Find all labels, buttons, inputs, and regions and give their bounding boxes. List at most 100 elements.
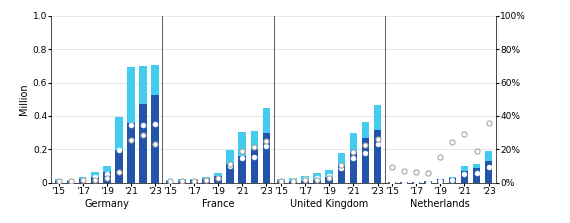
Point xyxy=(300,178,310,181)
Point xyxy=(337,163,346,167)
Point xyxy=(373,138,382,141)
Point xyxy=(412,170,421,174)
Bar xyxy=(325,170,333,177)
Bar xyxy=(214,173,222,176)
Bar xyxy=(485,161,492,183)
Point xyxy=(54,179,63,183)
Bar xyxy=(449,177,456,178)
Point xyxy=(189,179,198,182)
Point xyxy=(78,179,87,182)
Bar xyxy=(289,181,296,183)
Bar xyxy=(166,180,173,181)
Bar xyxy=(337,165,345,183)
Point xyxy=(165,180,174,183)
Bar xyxy=(251,149,258,183)
Point xyxy=(484,165,493,169)
Point xyxy=(312,178,321,181)
Bar xyxy=(91,177,99,183)
Point xyxy=(165,179,174,183)
Point xyxy=(448,140,457,144)
Point xyxy=(288,179,298,182)
Bar xyxy=(214,176,222,183)
X-axis label: Germany: Germany xyxy=(84,199,129,209)
Point xyxy=(103,172,112,176)
Bar xyxy=(67,180,74,181)
Point xyxy=(400,181,409,184)
Bar xyxy=(251,130,258,149)
Bar xyxy=(79,177,87,179)
Point xyxy=(262,139,271,142)
Point xyxy=(150,122,160,126)
Bar xyxy=(226,150,234,164)
Point xyxy=(424,171,433,175)
Point xyxy=(90,176,99,179)
Point xyxy=(373,142,382,146)
Bar xyxy=(388,182,396,183)
X-axis label: United Kingdom: United Kingdom xyxy=(290,199,368,209)
Point xyxy=(448,178,457,182)
Point xyxy=(115,170,124,174)
Bar xyxy=(325,177,333,183)
Point xyxy=(388,180,397,184)
Point xyxy=(66,179,75,183)
Bar xyxy=(337,153,345,165)
Point xyxy=(288,179,298,183)
Bar xyxy=(127,67,135,123)
Bar xyxy=(314,180,321,183)
Bar xyxy=(202,177,210,179)
Point xyxy=(115,148,124,152)
Bar xyxy=(103,172,111,183)
Bar xyxy=(115,150,123,183)
Point xyxy=(226,162,235,165)
Point xyxy=(388,165,397,169)
Point xyxy=(337,166,346,170)
Bar xyxy=(152,95,159,183)
Point xyxy=(300,178,310,182)
Point xyxy=(127,123,136,127)
Point xyxy=(201,178,210,182)
Point xyxy=(226,165,235,168)
Point xyxy=(460,132,469,135)
Bar xyxy=(437,179,444,183)
Point xyxy=(238,150,247,153)
Point xyxy=(400,169,409,173)
Point xyxy=(324,176,333,180)
Bar xyxy=(485,151,492,161)
Bar xyxy=(277,179,284,181)
Bar xyxy=(289,178,296,181)
Bar xyxy=(263,133,270,183)
Point xyxy=(276,179,286,183)
Bar xyxy=(374,105,381,130)
Point xyxy=(213,176,222,180)
Point xyxy=(139,133,148,136)
Bar xyxy=(473,164,481,168)
Point xyxy=(424,180,433,184)
Bar xyxy=(349,152,357,183)
Bar xyxy=(374,130,381,183)
Bar xyxy=(55,179,62,181)
Point xyxy=(324,175,333,178)
Bar xyxy=(115,117,123,150)
Bar xyxy=(362,122,369,138)
Point xyxy=(262,144,271,147)
Point xyxy=(66,179,75,183)
Bar xyxy=(302,180,309,183)
Bar xyxy=(91,172,99,177)
Bar xyxy=(202,179,210,183)
Point xyxy=(361,151,370,154)
Bar xyxy=(461,166,468,171)
Point xyxy=(150,142,160,145)
Point xyxy=(349,150,358,154)
Bar xyxy=(400,182,408,183)
Point xyxy=(189,179,198,182)
Bar xyxy=(263,108,270,133)
Bar xyxy=(166,181,173,183)
Point xyxy=(361,143,370,147)
Point xyxy=(54,179,63,183)
Point xyxy=(90,178,99,181)
Bar xyxy=(79,179,87,183)
Point xyxy=(250,145,259,149)
Point xyxy=(250,155,259,159)
Bar xyxy=(127,123,135,183)
Bar xyxy=(314,173,321,180)
